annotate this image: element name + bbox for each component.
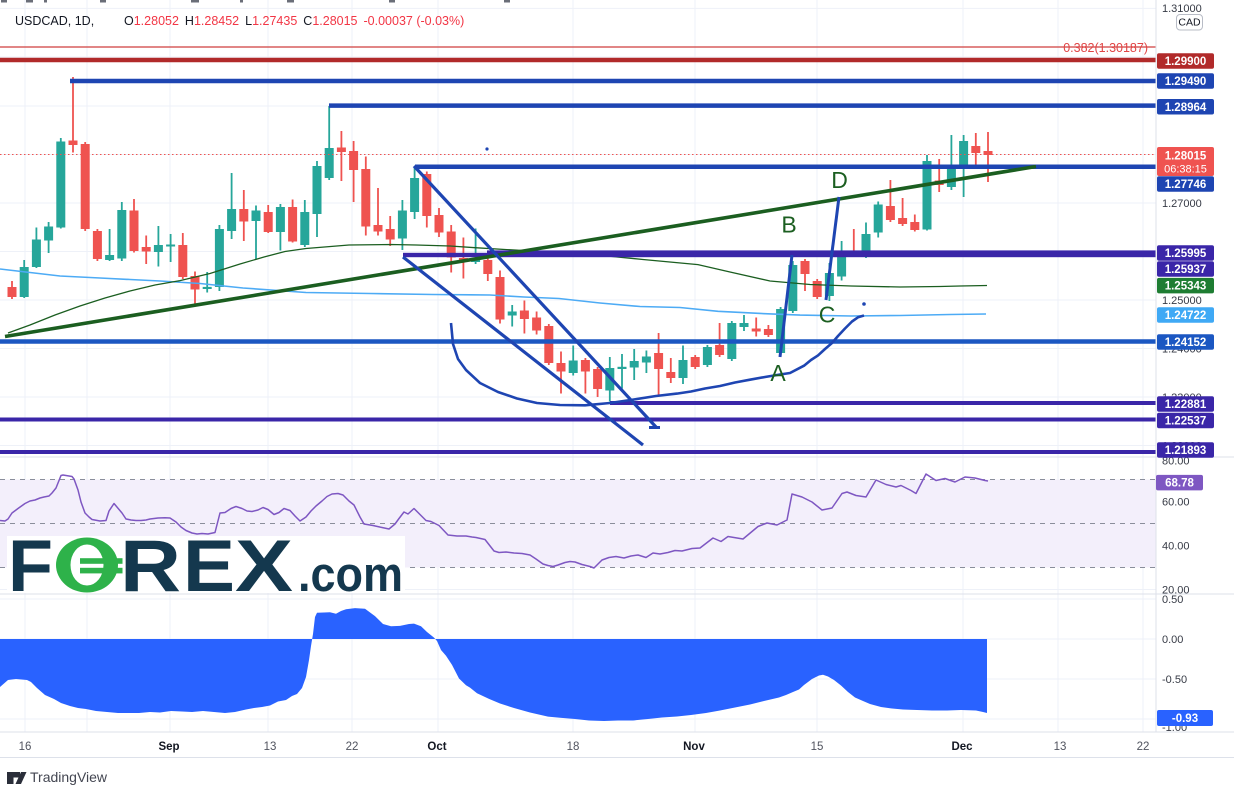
svg-text:B: B [781, 212, 796, 238]
svg-text:1.22881: 1.22881 [1165, 399, 1207, 411]
svg-text:13: 13 [264, 741, 277, 753]
svg-text:13: 13 [1054, 741, 1067, 753]
svg-text:0.50: 0.50 [1162, 594, 1183, 606]
svg-text:1.29900: 1.29900 [1165, 56, 1207, 68]
svg-text:1.25343: 1.25343 [1165, 281, 1207, 293]
svg-text:R: R [120, 526, 181, 607]
svg-text:E: E [183, 526, 235, 607]
svg-text:1.31000: 1.31000 [1162, 3, 1202, 15]
svg-text:0.382(1.30187): 0.382(1.30187) [1063, 41, 1148, 55]
svg-text:06:38:15: 06:38:15 [1164, 164, 1207, 176]
svg-text:.com: .com [298, 548, 403, 602]
svg-text:X: X [235, 526, 293, 607]
svg-text:C: C [819, 302, 836, 328]
svg-text:USDCAD, 1D,: USDCAD, 1D, [15, 14, 94, 28]
svg-text:1.25995: 1.25995 [1165, 248, 1207, 260]
svg-text:0.00: 0.00 [1162, 634, 1183, 646]
svg-text:Dec: Dec [951, 741, 973, 753]
svg-text:22: 22 [346, 741, 359, 753]
svg-text:D: D [831, 167, 848, 193]
svg-text:CAD: CAD [1178, 17, 1201, 29]
svg-text:Nov: Nov [683, 741, 705, 753]
svg-text:15: 15 [811, 741, 824, 753]
svg-text:16: 16 [19, 741, 32, 753]
svg-text:40.00: 40.00 [1162, 541, 1190, 553]
svg-text:TradingView: TradingView [30, 769, 108, 785]
svg-text:-0.50: -0.50 [1162, 674, 1187, 686]
svg-text:1.21893: 1.21893 [1165, 445, 1207, 457]
svg-text:1.28015: 1.28015 [1165, 151, 1207, 163]
svg-text:68.78: 68.78 [1165, 478, 1194, 490]
svg-text:1.28964: 1.28964 [1165, 102, 1207, 114]
svg-text:Oct: Oct [427, 741, 446, 753]
svg-text:80.00: 80.00 [1162, 456, 1190, 468]
svg-text:1.27000: 1.27000 [1162, 198, 1202, 210]
svg-text:1.24722: 1.24722 [1165, 310, 1207, 322]
svg-text:Sep: Sep [158, 741, 179, 753]
svg-text:1.25937: 1.25937 [1165, 264, 1207, 276]
svg-text:1.27746: 1.27746 [1165, 179, 1207, 191]
svg-text:1.22537: 1.22537 [1165, 416, 1207, 428]
svg-text:18: 18 [567, 741, 580, 753]
svg-text:60.00: 60.00 [1162, 497, 1190, 509]
svg-text:F: F [8, 526, 53, 607]
svg-text:1.29490: 1.29490 [1165, 76, 1207, 88]
svg-text:-0.93: -0.93 [1172, 713, 1198, 725]
svg-text:1.24152: 1.24152 [1165, 337, 1207, 349]
svg-text:1.25000: 1.25000 [1162, 295, 1202, 307]
svg-text:A: A [770, 360, 786, 386]
svg-text:22: 22 [1137, 741, 1150, 753]
svg-text:20.00: 20.00 [1162, 585, 1190, 597]
